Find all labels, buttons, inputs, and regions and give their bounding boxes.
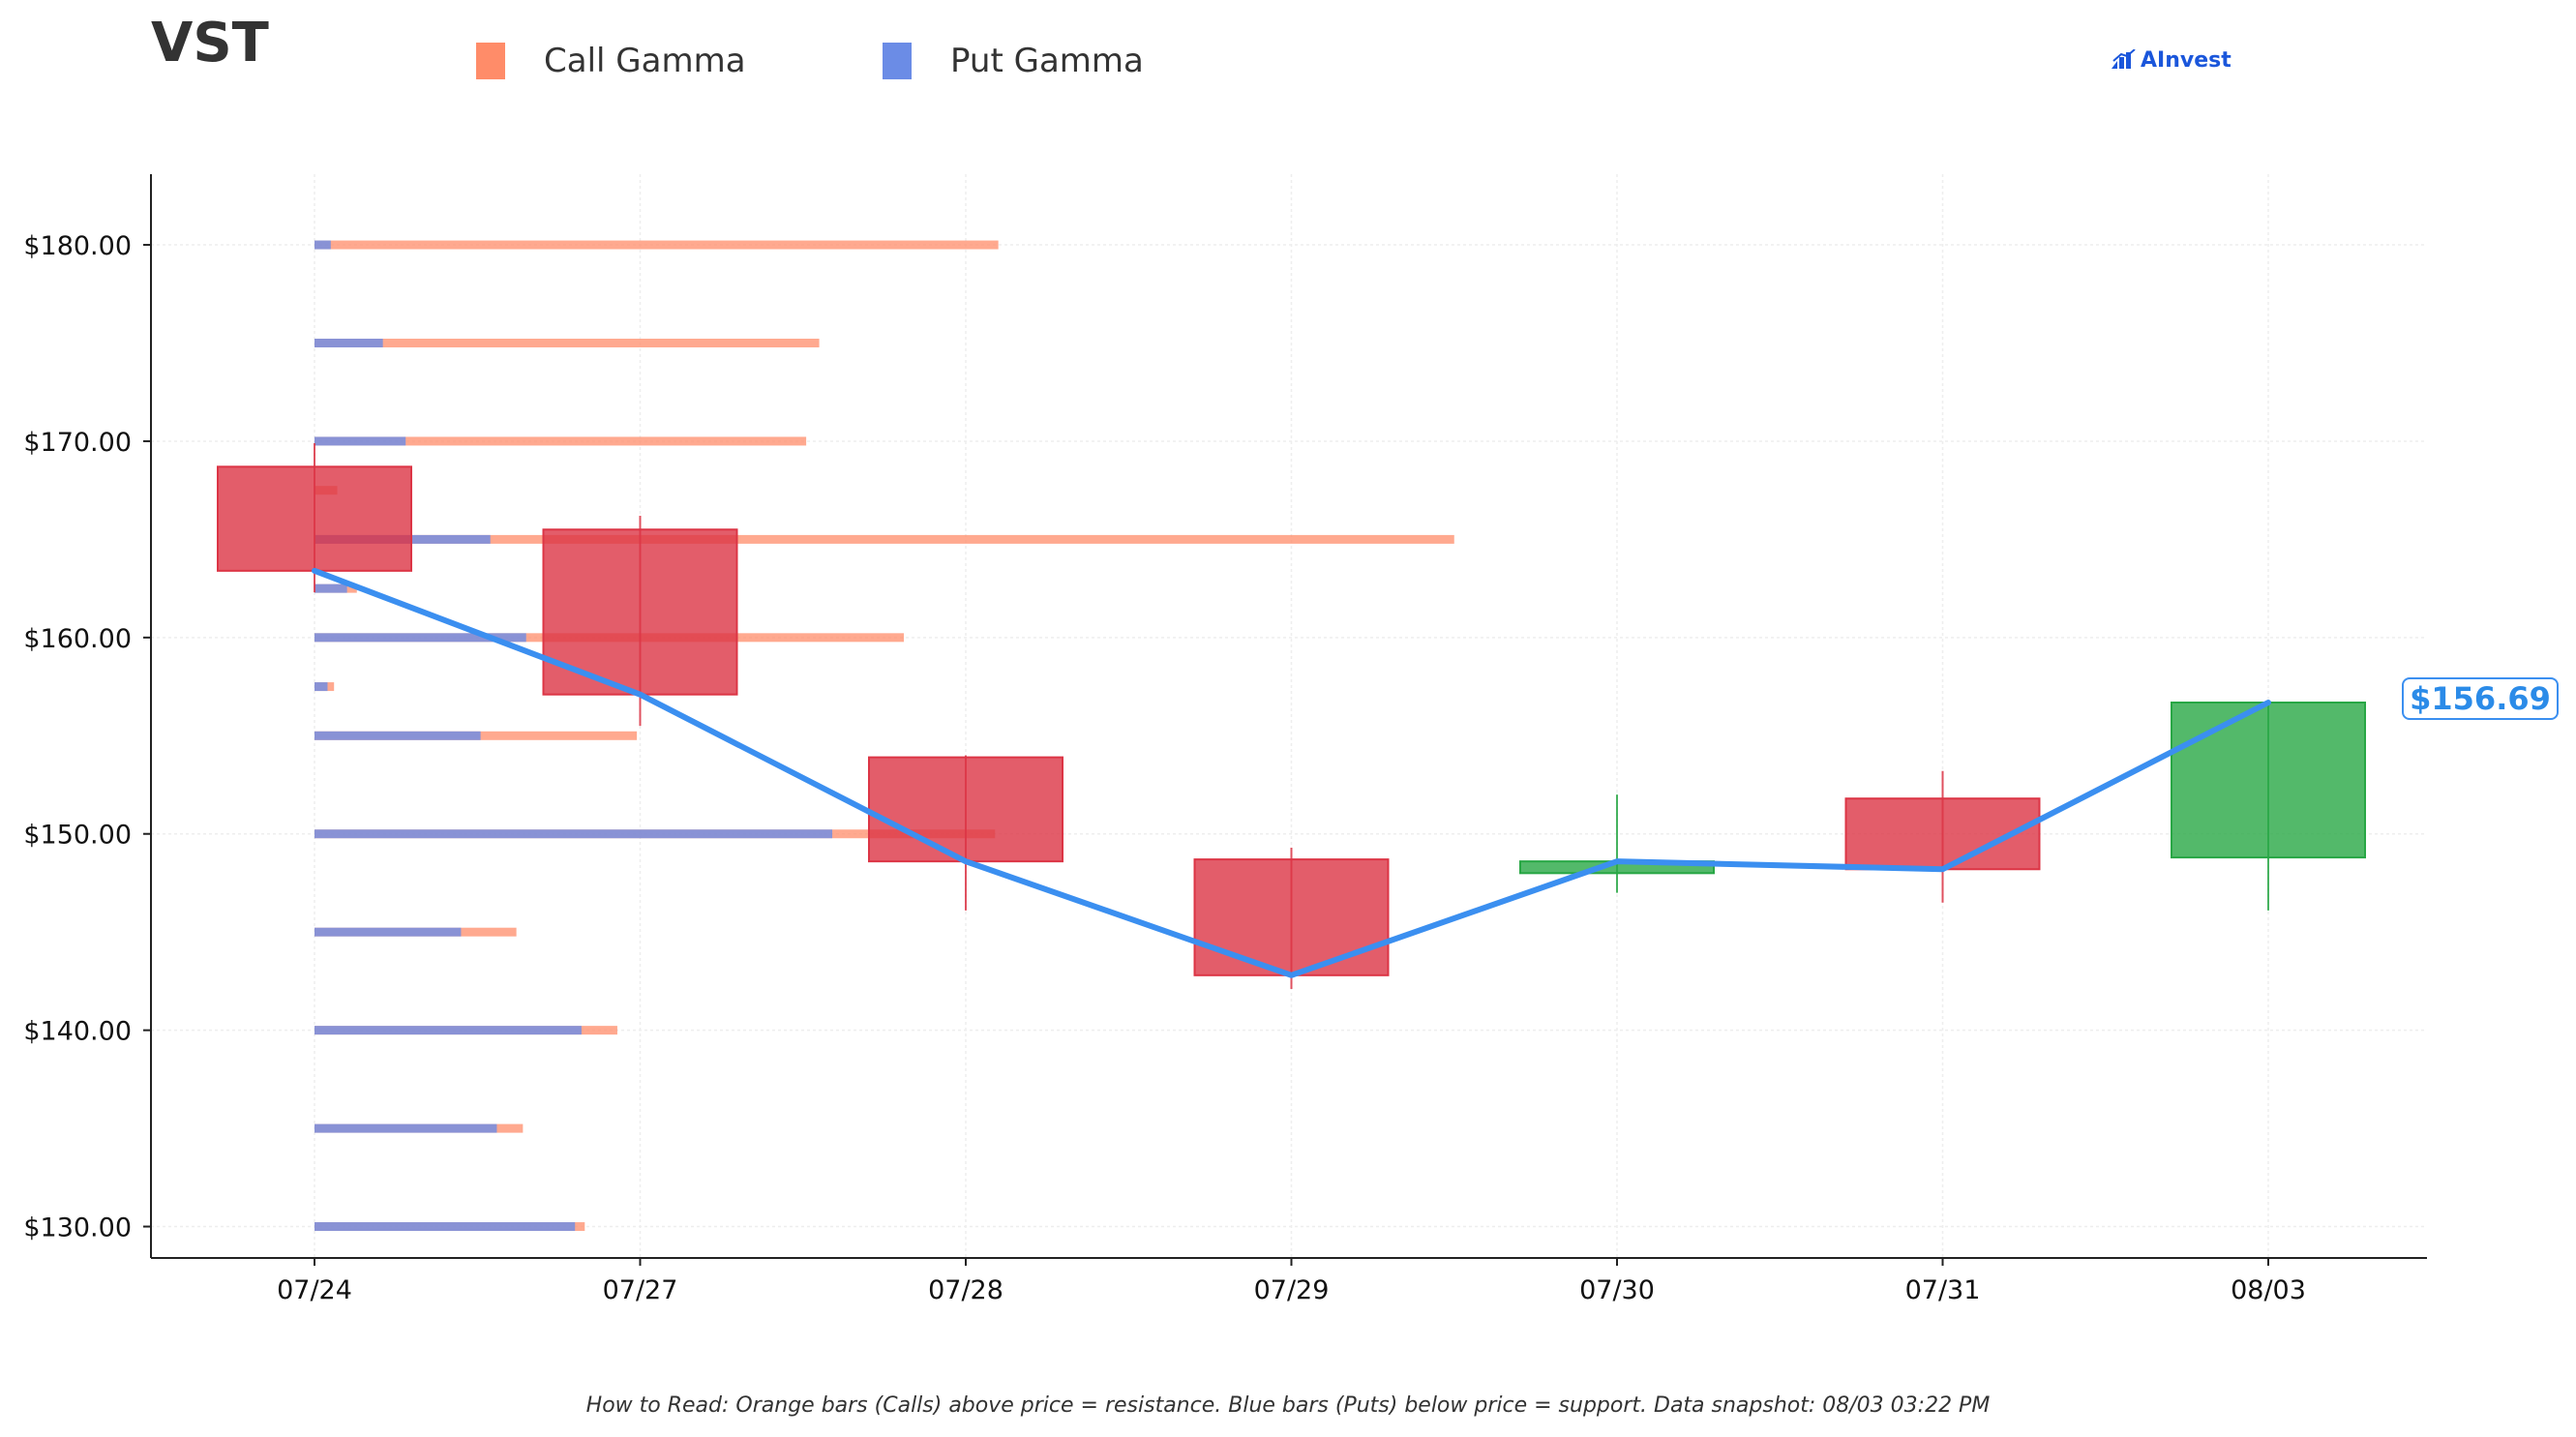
- candle-body-0: [217, 465, 412, 572]
- close-price-line: [312, 567, 2271, 978]
- call-gamma-bar-0: [315, 240, 999, 250]
- put-gamma-bar-13: [315, 1222, 576, 1232]
- candle-body-3: [1193, 858, 1390, 976]
- x-tick-label-0: 07/24: [277, 1275, 352, 1305]
- put-gamma-bar-1: [315, 338, 383, 347]
- put-gamma-bar-10: [315, 927, 462, 937]
- brand-name: AInvest: [2141, 48, 2232, 73]
- put-gamma-swatch: [883, 43, 912, 79]
- brand-logo[interactable]: AInvest: [2112, 47, 2232, 73]
- put-gamma-bar-6: [315, 633, 526, 643]
- candle-body-2: [868, 756, 1063, 863]
- legend-label-put-gamma: Put Gamma: [950, 42, 1144, 80]
- y-tick-label-5: $180.00: [23, 231, 132, 261]
- put-gamma-bar-0: [315, 240, 331, 250]
- ticker-title: VST: [151, 12, 269, 75]
- x-tick-label-1: 07/27: [603, 1275, 678, 1305]
- put-gamma-bar-9: [315, 829, 833, 839]
- put-gamma-bar-11: [315, 1026, 582, 1035]
- bar-chart-logo-icon: [2112, 47, 2137, 73]
- legend-label-call-gamma: Call Gamma: [544, 42, 746, 80]
- y-tick-label-1: $140.00: [23, 1017, 132, 1047]
- put-gamma-bar-2: [315, 436, 406, 446]
- candle-body-6: [2171, 702, 2366, 859]
- x-tick-label-6: 08/03: [2231, 1275, 2306, 1305]
- put-gamma-bar-5: [315, 584, 347, 593]
- call-gamma-bar-4: [315, 534, 1454, 544]
- call-gamma-bar-1: [315, 338, 820, 347]
- y-tick-label-4: $170.00: [23, 428, 132, 458]
- put-gamma-bar-8: [315, 731, 481, 740]
- x-tick-label-5: 07/31: [1905, 1275, 1981, 1305]
- x-tick-label-2: 07/28: [928, 1275, 1003, 1305]
- x-tick-label-3: 07/29: [1254, 1275, 1330, 1305]
- put-gamma-bar-7: [315, 682, 328, 692]
- call-gamma-bar-2: [315, 436, 807, 446]
- y-tick-label-3: $160.00: [23, 624, 132, 654]
- footnote: How to Read: Orange bars (Calls) above p…: [585, 1393, 1991, 1418]
- legend-item-call-gamma[interactable]: Call Gamma: [476, 37, 746, 85]
- current-price-tag: $156.69: [2402, 677, 2559, 720]
- y-tick-label-2: $150.00: [23, 821, 132, 851]
- put-gamma-bar-12: [315, 1123, 497, 1133]
- x-tick-label-4: 07/30: [1579, 1275, 1655, 1305]
- call-gamma-swatch: [476, 43, 505, 79]
- legend-item-put-gamma[interactable]: Put Gamma: [883, 37, 1144, 85]
- y-tick-label-0: $130.00: [23, 1213, 132, 1243]
